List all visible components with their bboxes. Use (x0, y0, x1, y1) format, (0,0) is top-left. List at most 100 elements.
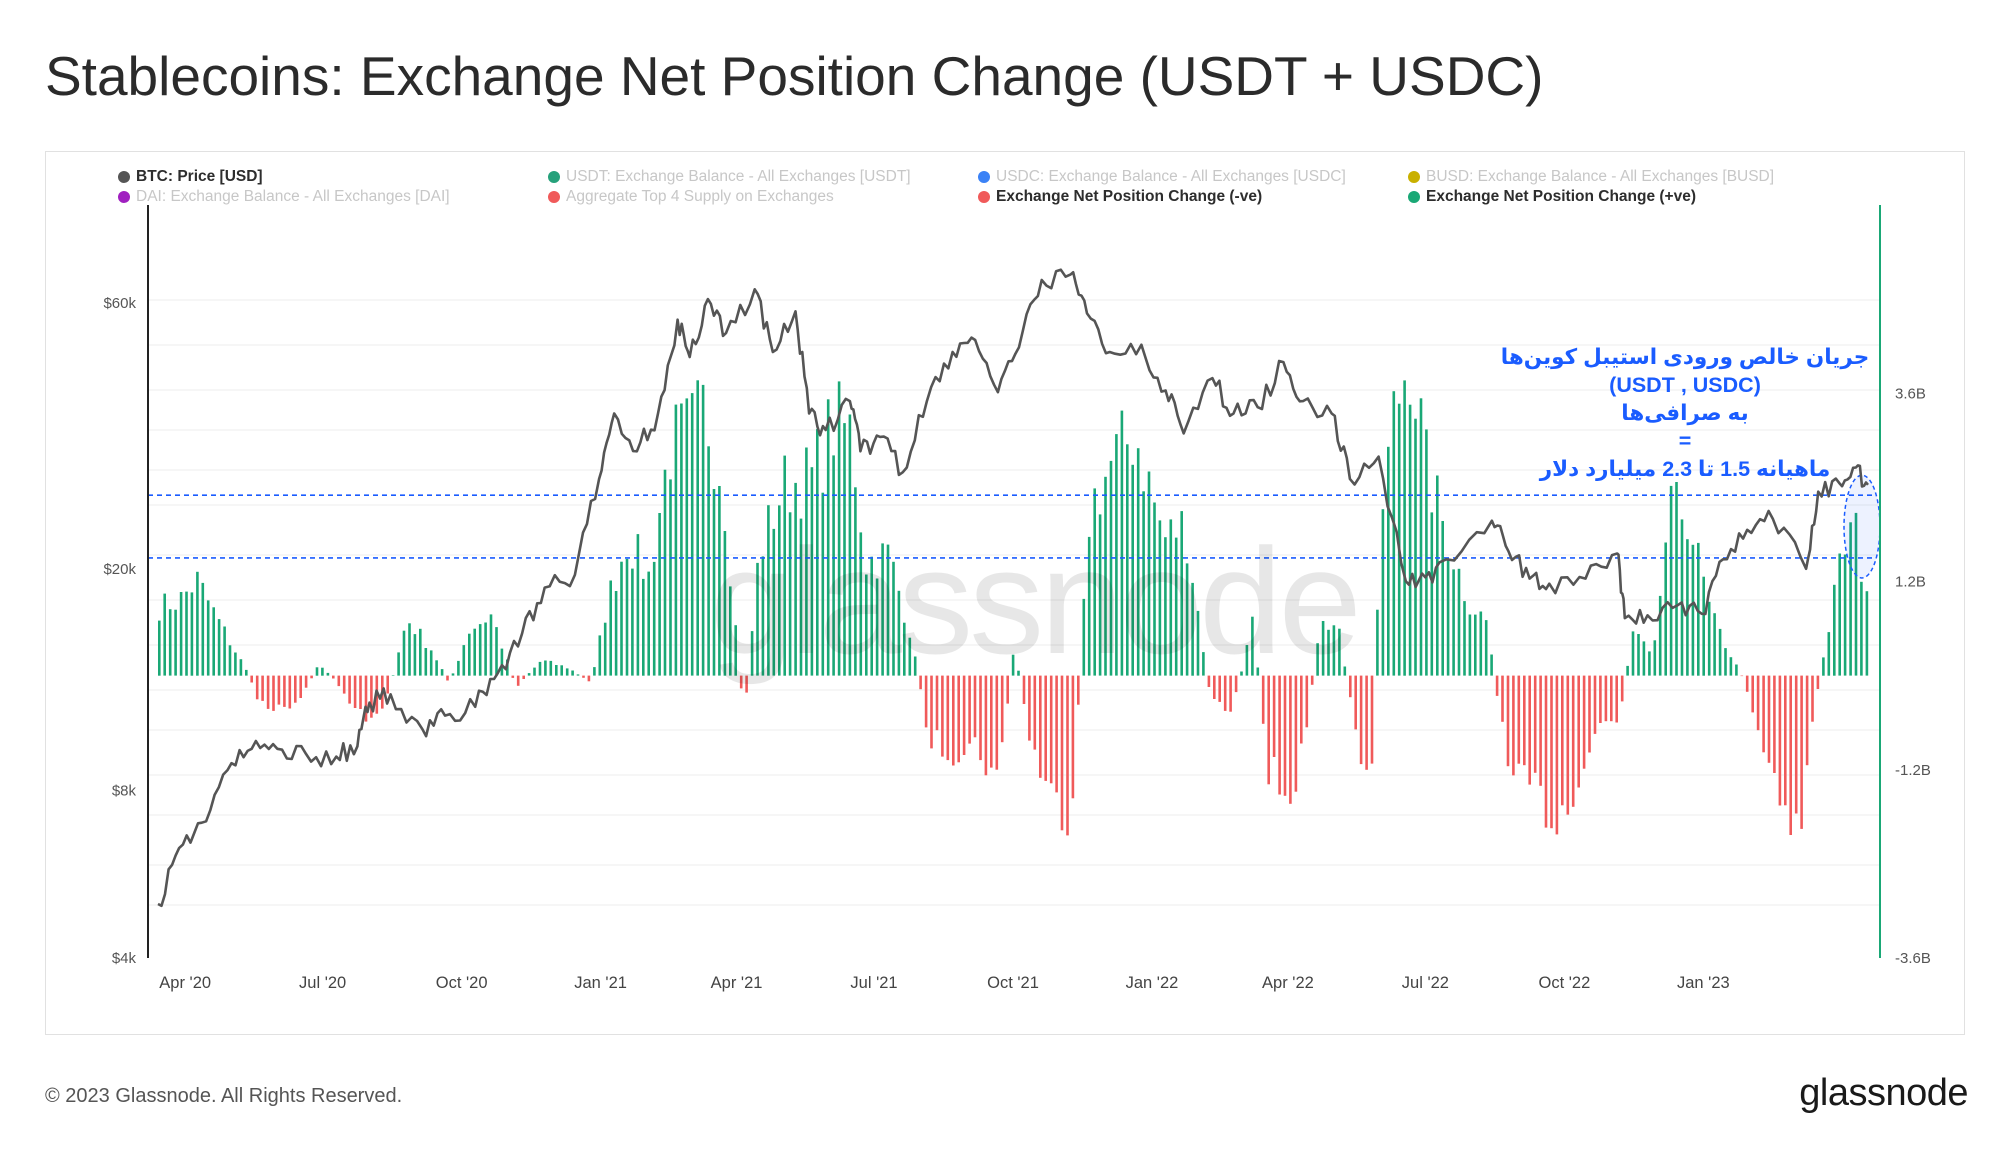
legend-item[interactable]: USDC: Exchange Balance - All Exchanges [… (978, 168, 1346, 186)
right-tick-label: 1.2B (1895, 574, 1926, 591)
net-change-bar (1093, 488, 1096, 676)
net-change-bar (429, 650, 433, 676)
net-change-bar (565, 668, 569, 676)
net-change-bar (1691, 544, 1695, 676)
annotation-line: به صرافی‌ها (1621, 401, 1749, 425)
legend-item[interactable]: DAI: Exchange Balance - All Exchanges [D… (118, 188, 450, 206)
watermark: glassnode (710, 517, 1362, 685)
legend-item[interactable]: Aggregate Top 4 Supply on Exchanges (548, 188, 834, 206)
legend-item[interactable]: USDT: Exchange Balance - All Exchanges [… (548, 168, 911, 186)
net-change-bar (1289, 675, 1292, 804)
net-change-bar (424, 648, 428, 676)
page-title: Stablecoins: Exchange Net Position Chang… (45, 45, 1544, 107)
net-change-bar (1860, 581, 1863, 676)
legend-item[interactable]: Exchange Net Position Change (-ve) (978, 188, 1262, 206)
x-tick-label: Jan '22 (1126, 974, 1179, 992)
net-change-bar (1702, 576, 1705, 676)
net-change-bar (886, 544, 890, 676)
net-change-bar (614, 591, 618, 676)
net-change-bar (1218, 675, 1221, 702)
net-change-bar (837, 381, 841, 676)
net-change-bar (1098, 514, 1102, 676)
net-change-bar (190, 592, 194, 676)
net-change-bar (1359, 675, 1363, 765)
net-change-bar (848, 414, 852, 676)
net-change-bar (1457, 568, 1461, 676)
net-change-bar (1441, 521, 1444, 676)
net-change-bar (1028, 675, 1031, 741)
net-change-bar (1675, 482, 1678, 676)
x-tick-label: Apr '21 (711, 974, 763, 992)
net-change-bar (1332, 625, 1336, 676)
net-change-bar (1164, 537, 1167, 676)
net-change-bar (266, 675, 270, 709)
net-change-bar (370, 675, 373, 718)
net-change-bar (1648, 651, 1651, 676)
net-change-bar (685, 398, 689, 676)
net-change-bar (1789, 675, 1792, 835)
net-change-bar (1408, 404, 1412, 676)
legend-label: USDT: Exchange Balance - All Exchanges [… (566, 168, 911, 185)
legend-dot-icon (978, 191, 990, 203)
glassnode-logo[interactable]: glassnode (1799, 1072, 1968, 1114)
net-change-bar (723, 531, 727, 676)
net-change-bar (1349, 675, 1352, 698)
x-tick-label: Jul '21 (850, 974, 897, 992)
left-tick-label: $4k (112, 950, 137, 967)
net-change-bar (979, 675, 982, 761)
net-change-bar (799, 518, 803, 676)
net-change-bar (1506, 675, 1510, 767)
net-change-bar (1653, 640, 1657, 676)
net-change-bar (1588, 675, 1591, 753)
net-change-bar (1278, 675, 1281, 795)
net-change-bar (451, 673, 455, 676)
legend-label: USDC: Exchange Balance - All Exchanges [… (996, 168, 1346, 185)
legend-label: Exchange Net Position Change (-ve) (996, 188, 1263, 205)
net-change-bar (946, 675, 950, 761)
net-change-bar (315, 667, 319, 676)
net-change-bar (1310, 675, 1314, 685)
net-change-bar (897, 590, 901, 676)
net-change-bar (1664, 542, 1667, 676)
net-change-bar (1669, 485, 1673, 676)
net-change-bar (299, 675, 302, 698)
net-change-bar (386, 675, 389, 694)
net-change-bar (816, 429, 819, 676)
legend-dot-icon (118, 191, 130, 203)
net-change-bar (1436, 475, 1439, 676)
net-change-bar (212, 607, 215, 676)
net-change-bar (870, 556, 873, 676)
net-change-bar (1419, 398, 1423, 676)
net-change-bar (1724, 648, 1727, 676)
net-change-bar (1642, 641, 1646, 676)
net-change-bar (283, 675, 286, 707)
legend-item[interactable]: BTC: Price [USD] (118, 168, 263, 186)
net-change-bar (609, 580, 612, 676)
net-change-bar (892, 561, 895, 676)
net-change-bar (603, 622, 607, 676)
net-change-bar (1213, 675, 1216, 699)
net-change-bar (1555, 675, 1559, 835)
annotation-line: = (1678, 429, 1692, 453)
net-change-bar (348, 675, 351, 704)
net-change-bar (739, 675, 743, 689)
net-change-bar (419, 628, 422, 676)
left-tick-label: $20k (103, 561, 136, 578)
x-tick-label: Oct '22 (1538, 974, 1590, 992)
net-change-bar (571, 670, 574, 676)
legend-dot-icon (978, 171, 990, 183)
net-change-bar (973, 675, 977, 738)
net-change-bar (821, 492, 825, 676)
net-change-bar (1022, 675, 1026, 704)
net-change-bar (310, 675, 313, 679)
net-change-bar (288, 675, 292, 709)
net-change-bar (593, 667, 596, 676)
net-change-bar (1577, 675, 1580, 788)
net-change-bar (1104, 476, 1107, 676)
net-change-bar (1615, 675, 1618, 723)
net-change-bar (1403, 380, 1406, 676)
legend-item[interactable]: Exchange Net Position Change (+ve) (1408, 188, 1696, 206)
legend-item[interactable]: BUSD: Exchange Balance - All Exchanges [… (1408, 168, 1774, 186)
net-change-bar (990, 675, 993, 768)
